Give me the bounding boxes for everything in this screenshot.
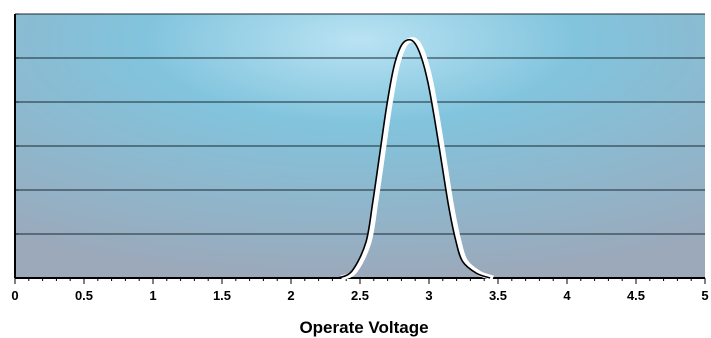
x-axis-title: Operate Voltage <box>299 318 428 337</box>
x-tick-label: 4.5 <box>627 288 645 303</box>
series-halo <box>340 37 494 281</box>
x-tick-label: 3 <box>425 288 432 303</box>
x-tick-label: 5 <box>701 288 708 303</box>
x-tick-label: 0 <box>11 288 18 303</box>
axes <box>14 13 706 284</box>
series-line <box>337 38 491 279</box>
x-tick-label: 4 <box>563 288 571 303</box>
x-tick-label: 0.5 <box>75 288 93 303</box>
x-tick-label: 1.5 <box>213 288 231 303</box>
x-tick-label: 2 <box>287 288 294 303</box>
x-tick-label: 3.5 <box>489 288 507 303</box>
x-tick-labels: 0 0.5 1 1.5 2 2.5 3 3.5 4 4.5 5 <box>11 288 708 303</box>
x-tick-label: 1 <box>149 288 156 303</box>
gridlines <box>15 13 705 235</box>
series-layer <box>337 37 494 281</box>
x-tick-label: 2.5 <box>351 288 369 303</box>
